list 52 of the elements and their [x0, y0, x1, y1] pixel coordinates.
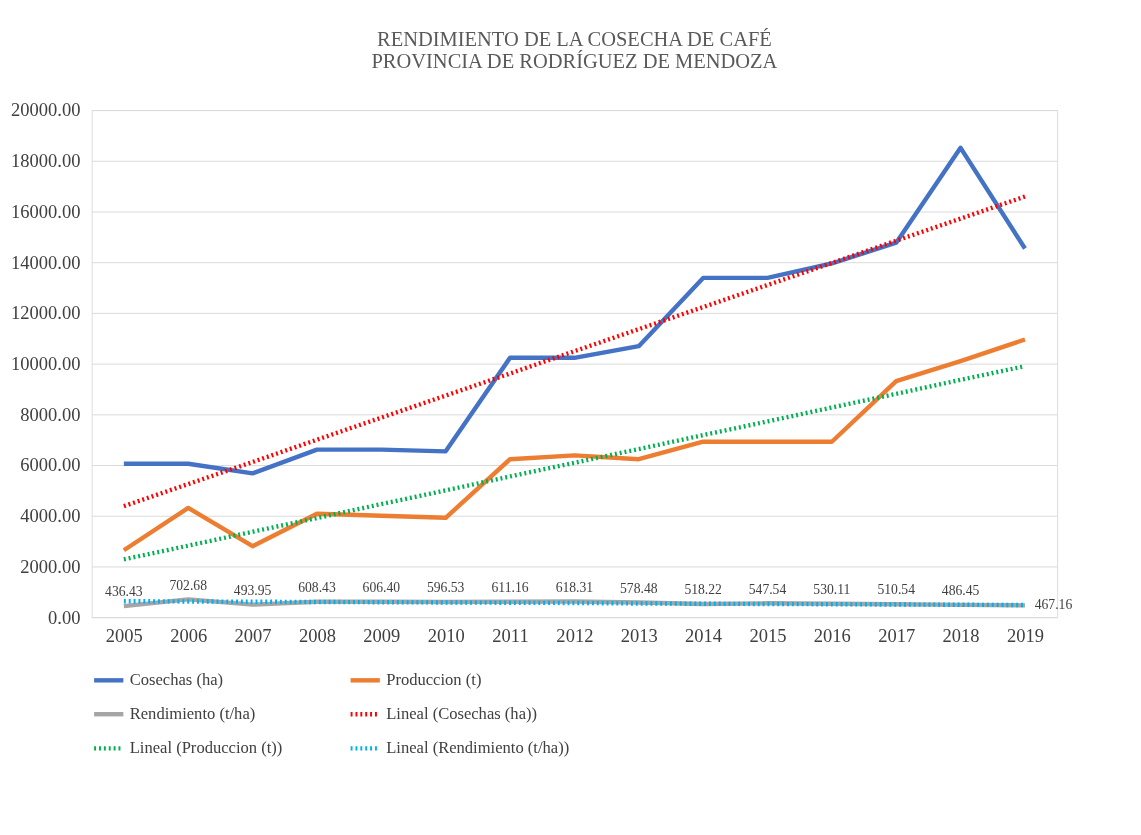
x-tick-label: 2010: [427, 625, 465, 647]
y-tick-label: 10000.00: [11, 352, 81, 374]
y-tick-label: 16000.00: [11, 200, 81, 222]
x-tick-label: 2015: [749, 625, 787, 647]
data-label: 578.48: [620, 580, 658, 596]
line-series: [121, 337, 1028, 553]
legend-label: Rendimiento (t/ha): [129, 704, 256, 724]
legend-label: Lineal (Produccion (t)): [129, 738, 283, 758]
data-label: 608.43: [298, 580, 336, 596]
y-tick-label: 20000.00: [11, 99, 81, 121]
data-label: 530.11: [813, 581, 851, 597]
data-label: 606.40: [362, 580, 401, 596]
legend-label: Cosechas (ha): [129, 670, 224, 690]
x-tick-label: 2016: [813, 625, 851, 647]
x-tick-label: 2011: [492, 625, 529, 647]
x-tick-label: 2019: [1006, 625, 1044, 647]
data-label: 510.54: [877, 582, 916, 598]
x-tick-label: 2013: [620, 625, 658, 647]
data-label: 493.95: [233, 582, 272, 598]
data-label: 547.54: [748, 581, 787, 597]
data-label: 467.16: [1034, 597, 1073, 613]
y-tick-label: 6000.00: [20, 454, 81, 476]
text: PROVINCIA DE RODRÍGUEZ DE MENDOZA: [371, 50, 778, 73]
x-tick-label: 2014: [685, 625, 723, 647]
text: RENDIMIENTO DE LA COSECHA DE CAFÉ: [377, 27, 772, 50]
data-label: 618.31: [555, 579, 594, 595]
data-label: 486.45: [941, 583, 980, 599]
data-label: 596.53: [426, 580, 465, 596]
legend-label: Produccion (t): [386, 670, 482, 690]
x-tick-label: 2008: [298, 625, 336, 647]
data-label: 611.16: [491, 579, 529, 595]
x-tick-label: 2009: [363, 625, 401, 647]
y-tick-label: 4000.00: [20, 505, 81, 527]
y-tick-label: 14000.00: [11, 251, 81, 273]
y-tick-label: 8000.00: [20, 403, 81, 425]
x-tick-label: 2018: [942, 625, 980, 647]
line-series: [121, 194, 1028, 509]
data-label: 436.43: [105, 584, 143, 600]
y-tick-label: 2000.00: [20, 555, 81, 577]
legend-label: Lineal (Cosechas (ha)): [386, 704, 538, 724]
x-tick-label: 2005: [105, 625, 143, 647]
line-series: [121, 145, 1028, 476]
legend-label: Lineal (Rendimiento (t/ha)): [386, 738, 570, 758]
x-tick-label: 2006: [170, 625, 208, 647]
x-tick-label: 2007: [234, 625, 272, 647]
x-tick-label: 2017: [878, 625, 916, 647]
data-label: 518.22: [684, 582, 723, 598]
y-tick-label: 12000.00: [11, 302, 81, 324]
y-tick-label: 18000.00: [11, 150, 81, 172]
x-tick-label: 2012: [556, 625, 594, 647]
data-label: 702.68: [169, 577, 208, 593]
y-tick-label: 0.00: [48, 606, 81, 628]
